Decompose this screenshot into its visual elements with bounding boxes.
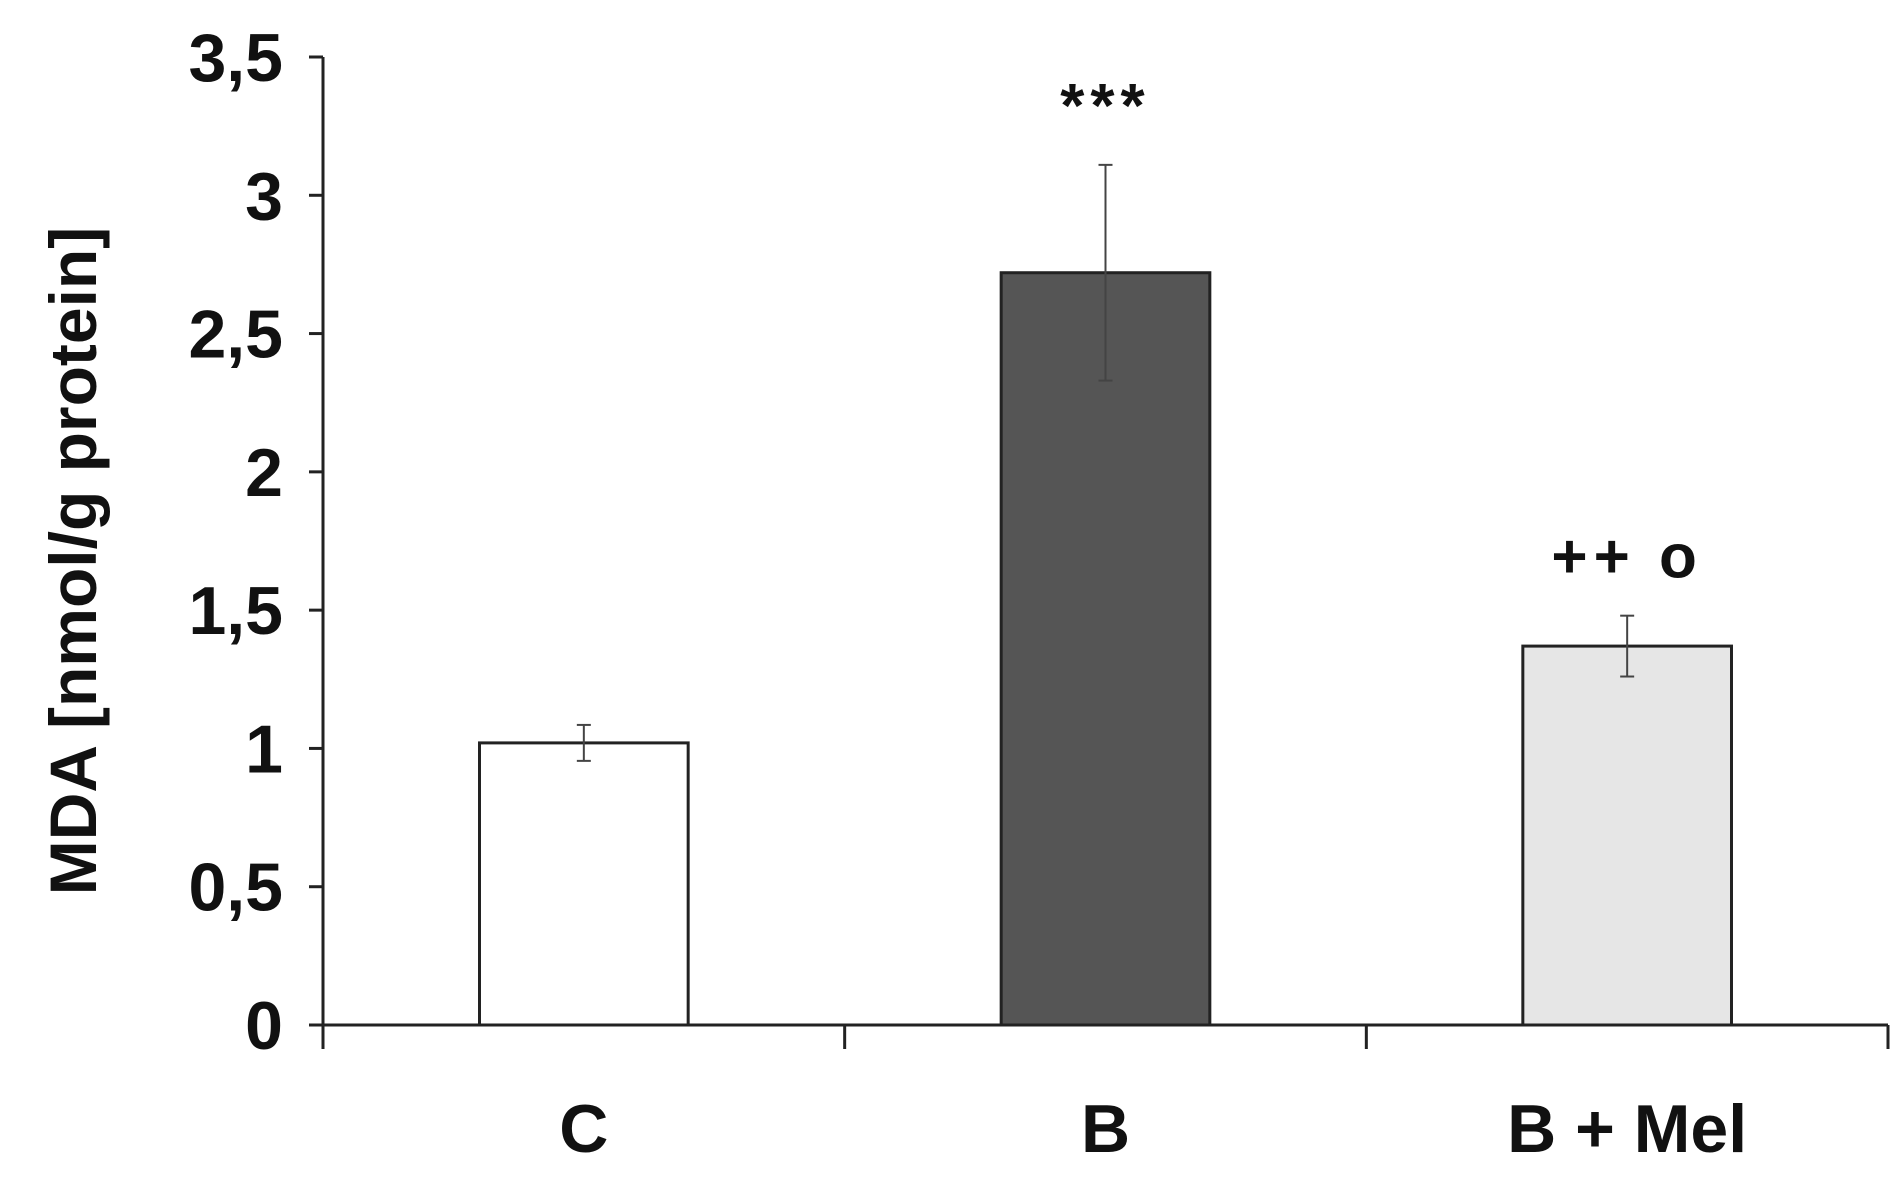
bar	[1521, 644, 1734, 1027]
x-axis-category-labels: C B B + Mel	[559, 1091, 1747, 1167]
y-tick-label: 2	[245, 435, 283, 511]
significance-label: ***	[1060, 72, 1150, 141]
bar	[999, 271, 1212, 1027]
y-axis-title: MDA [nmol/g protein]	[36, 227, 110, 895]
significance-annotations: *** ++ o	[1060, 72, 1703, 592]
y-tick-label: 3	[245, 158, 283, 234]
y-tick-label: 1	[245, 711, 283, 787]
y-tick-label: 3,5	[188, 20, 283, 96]
y-tick-label: 2,5	[188, 297, 283, 373]
x-category-label: C	[559, 1091, 608, 1167]
x-category-label: B	[1081, 1091, 1130, 1167]
x-category-label: B + Mel	[1507, 1091, 1747, 1167]
x-axis-ticks	[321, 1025, 1890, 1049]
y-tick-label: 0	[245, 988, 283, 1064]
significance-label: ++ o	[1551, 523, 1703, 592]
y-axis-tick-labels: 0 0,5 1 1,5 2 2,5 3 3,5	[188, 20, 283, 1064]
bar	[478, 741, 690, 1027]
y-axis-ticks	[309, 55, 323, 1027]
bars	[478, 271, 1734, 1027]
y-tick-label: 1,5	[188, 573, 283, 649]
y-tick-label: 0,5	[188, 850, 283, 926]
error-bars	[576, 163, 1635, 762]
